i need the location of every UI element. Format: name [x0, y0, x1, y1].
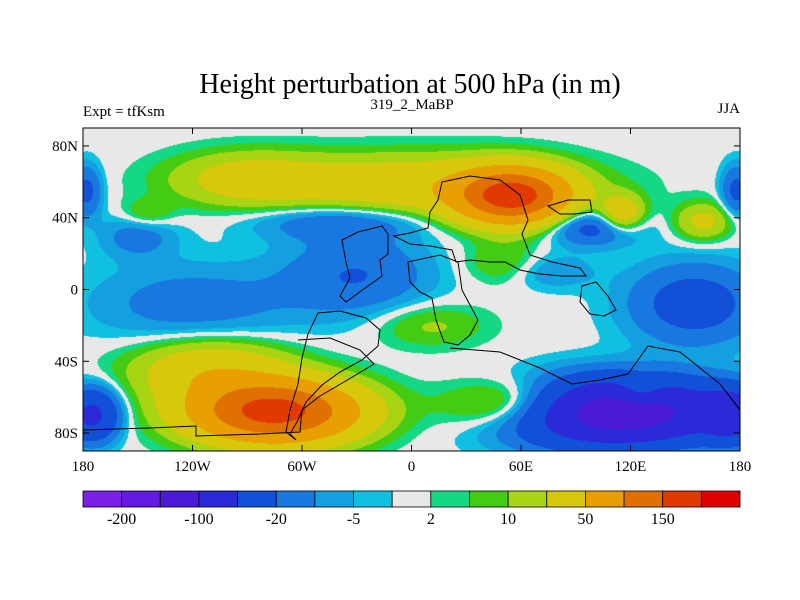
coastline-antarctica	[83, 337, 740, 437]
x-tick-label: 120E	[615, 459, 647, 475]
colorbar-swatch	[469, 490, 509, 508]
colorbar-swatch	[585, 490, 625, 508]
colorbar-swatch	[159, 490, 200, 508]
colorbar-tick-label: -5	[347, 511, 360, 528]
x-tick-label: 180	[72, 459, 95, 475]
experiment-label: Expt = tfKsm	[83, 104, 165, 120]
colorbar-swatch	[353, 490, 393, 508]
chart-title: Height perturbation at 500 hPa (in m)	[199, 69, 620, 100]
x-tick-label: 0	[408, 459, 416, 475]
colorbar-tick-label: -100	[184, 511, 213, 528]
y-tick-label: 40S	[55, 354, 78, 370]
plot-area	[82, 127, 741, 452]
y-tick-label: 0	[71, 283, 79, 299]
colorbar-swatch	[662, 490, 702, 508]
y-tick-label: 80S	[55, 426, 78, 442]
coastline-outlines	[83, 175, 740, 441]
colorbar-swatch	[546, 490, 586, 508]
colorbar-tick-label: 150	[651, 511, 675, 528]
colorbar-tick-label: 10	[500, 511, 516, 528]
colorbar-swatch	[507, 490, 548, 508]
colorbar-swatch	[121, 490, 161, 508]
colorbar-swatch	[314, 490, 354, 508]
x-tick-label: 60W	[287, 459, 317, 475]
colorbar-swatch	[623, 490, 664, 508]
y-tick-label: 80N	[52, 139, 78, 155]
colorbar-tick-label: 2	[427, 511, 435, 528]
coastline-east-asia	[546, 199, 593, 215]
coastline-australia	[579, 281, 617, 317]
colorbar-swatch	[237, 490, 277, 508]
x-tick-label: 120W	[174, 459, 212, 475]
colorbar-swatch	[391, 490, 432, 508]
y-axis: 80N 40N 0 40S 80S	[52, 139, 740, 442]
x-tick-label: 60E	[509, 459, 533, 475]
coastline-africa	[407, 254, 479, 346]
y-tick-label: 40N	[52, 211, 78, 227]
colorbar-tick-label: -200	[107, 511, 136, 528]
colorbar-swatch	[82, 490, 123, 508]
colorbar-tick-label: -20	[266, 511, 287, 528]
colorbar-tick-label: 50	[577, 511, 593, 528]
colorbar-swatch	[700, 490, 741, 508]
x-tick-label: 180	[729, 459, 752, 475]
run-label: 319_2_MaBP	[370, 97, 453, 113]
coastline-north-america	[339, 225, 389, 303]
height-field	[83, 128, 740, 451]
colorbar: -200 -100 -20 -5 2 10 50 150	[82, 490, 741, 528]
colorbar-swatch	[275, 490, 316, 508]
colorbar-swatch	[198, 490, 238, 508]
colorbar-swatch	[430, 490, 470, 508]
season-label: JJA	[717, 101, 740, 117]
x-axis: 180 120W 60W 0 60E 120E 180	[72, 128, 752, 475]
